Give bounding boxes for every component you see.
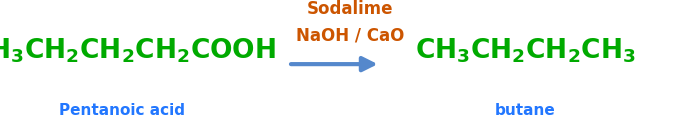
Text: NaOH / CaO: NaOH / CaO — [296, 27, 404, 45]
Text: Pentanoic acid: Pentanoic acid — [60, 103, 186, 118]
Text: butane: butane — [495, 103, 555, 118]
Text: $\mathregular{CH_3CH_2CH_2CH_3}$: $\mathregular{CH_3CH_2CH_2CH_3}$ — [414, 37, 636, 65]
Text: $\mathregular{CH_3CH_2CH_2CH_2COOH}$: $\mathregular{CH_3CH_2CH_2CH_2COOH}$ — [0, 37, 276, 65]
Text: Sodalime: Sodalime — [307, 0, 393, 18]
